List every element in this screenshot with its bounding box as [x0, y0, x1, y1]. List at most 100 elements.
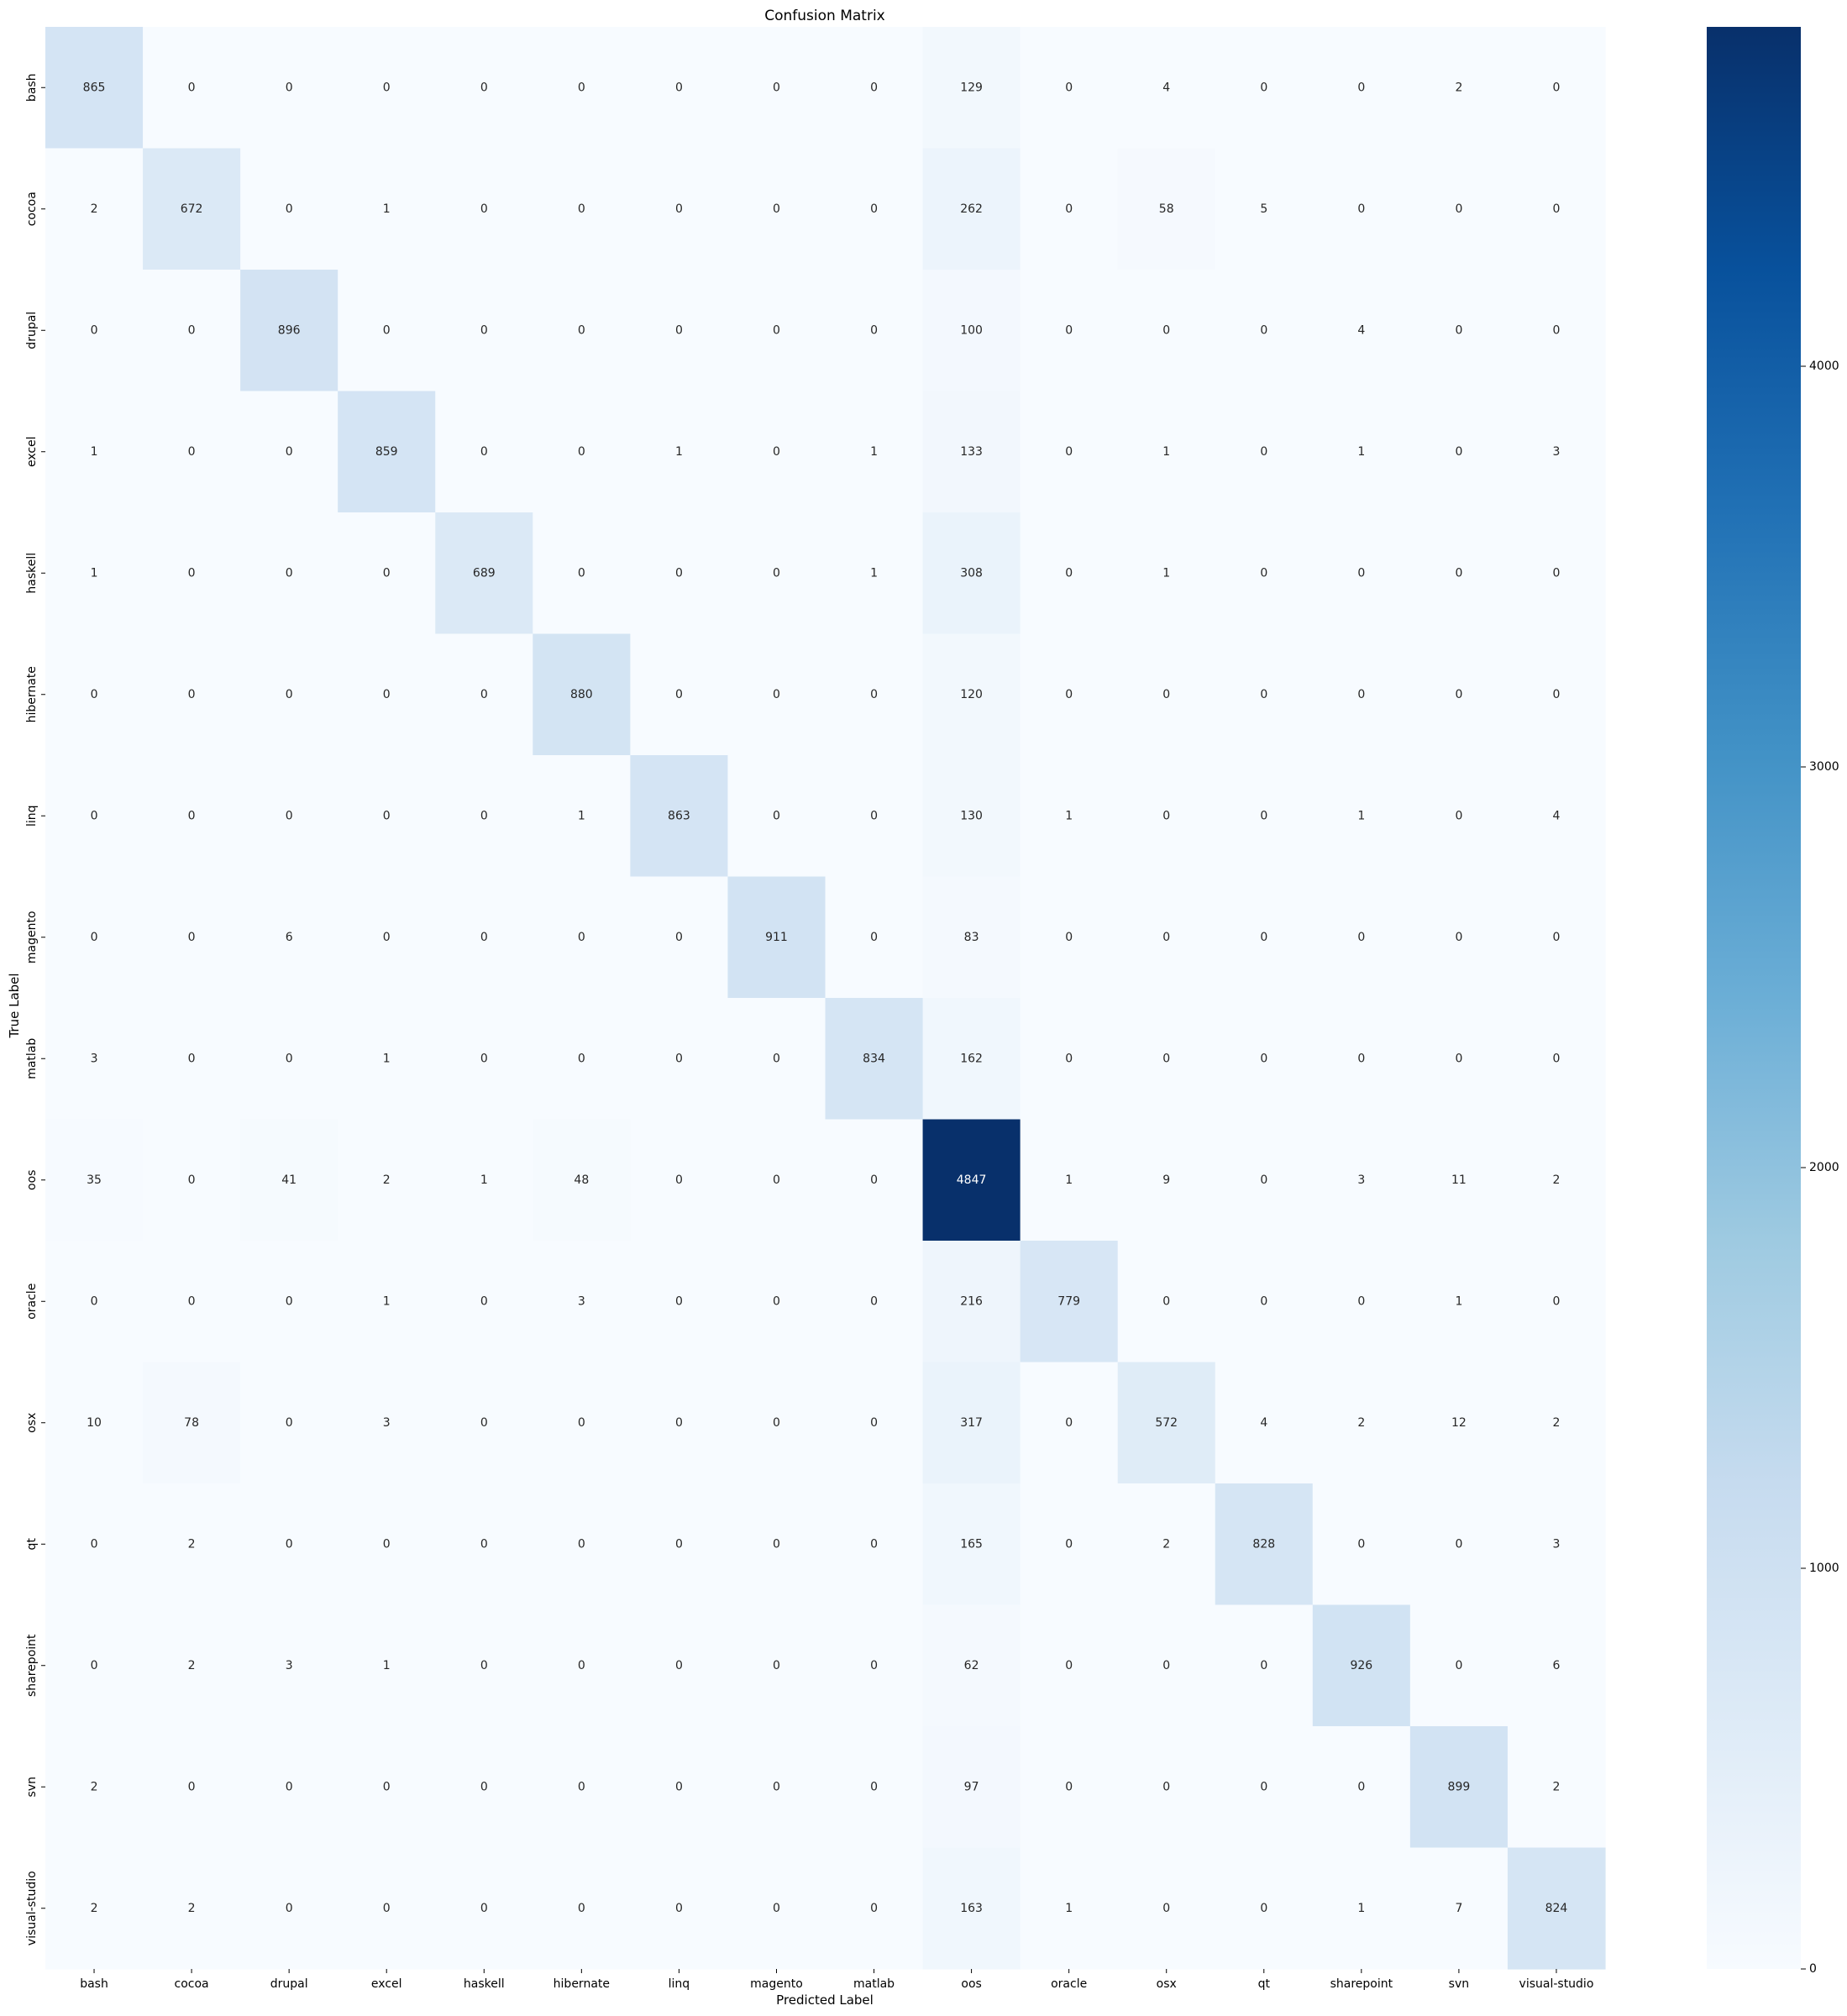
cell-value-label: 0: [1455, 1537, 1462, 1551]
heatmap-cell: [435, 270, 533, 392]
cell-value-label: 0: [1162, 688, 1170, 701]
cell-value-label: 0: [870, 688, 878, 701]
heatmap-cell: [1020, 1362, 1119, 1484]
heatmap-cell: [727, 876, 826, 999]
cell-value-label: 0: [675, 1052, 683, 1065]
heatmap-cell: [1117, 391, 1216, 513]
y-tick-label: excel: [25, 436, 39, 467]
heatmap-cell: [1312, 1362, 1411, 1484]
cell-value-label: 0: [870, 1902, 878, 1915]
cell-value-label: 0: [1553, 1294, 1561, 1308]
cell-value-label: 0: [1357, 688, 1365, 701]
heatmap-cell: [533, 148, 631, 270]
cell-value-label: 0: [91, 1659, 98, 1672]
cell-value-label: 0: [480, 809, 488, 822]
cell-value-label: 834: [863, 1052, 885, 1065]
heatmap-cell: [1507, 148, 1606, 270]
cell-value-label: 0: [773, 688, 780, 701]
cell-value-label: 0: [1162, 323, 1170, 337]
cell-value-label: 0: [480, 1780, 488, 1793]
cell-value-label: 0: [1065, 81, 1073, 94]
heatmap-cell: [630, 1241, 729, 1363]
cell-value-label: 41: [281, 1173, 296, 1187]
heatmap-cell: [922, 270, 1021, 392]
heatmap-cell: [240, 512, 338, 635]
cell-value-label: 865: [83, 81, 106, 94]
cell-value-label: 0: [383, 1537, 391, 1551]
heatmap-cell: [727, 1847, 826, 1970]
y-tick-label: cocoa: [25, 192, 39, 226]
cell-value-label: 0: [286, 1537, 293, 1551]
cell-value-label: 0: [188, 688, 196, 701]
heatmap-cell: [727, 270, 826, 392]
heatmap-cell: [533, 755, 631, 878]
heatmap-cell: [240, 1119, 338, 1242]
cell-value-label: 0: [675, 202, 683, 216]
heatmap-cell: [240, 1847, 338, 1970]
heatmap-cell: [1117, 633, 1216, 756]
cell-value-label: 1: [1065, 809, 1073, 822]
heatmap-cell: [1215, 1483, 1314, 1606]
cell-value-label: 0: [675, 566, 683, 580]
heatmap-cell: [143, 1362, 241, 1484]
heatmap-cell: [1409, 512, 1509, 635]
heatmap-cell: [435, 1483, 533, 1606]
x-tick-label: linq: [669, 1977, 690, 1991]
cell-value-label: 0: [1162, 1052, 1170, 1065]
cell-value-label: 2: [91, 1780, 98, 1793]
cell-value-label: 0: [578, 1537, 585, 1551]
heatmap-cell: [825, 633, 924, 756]
heatmap-cell: [338, 27, 436, 150]
cell-value-label: 83: [964, 931, 979, 944]
cell-value-label: 4: [1553, 809, 1561, 822]
cell-value-label: 0: [870, 1173, 878, 1187]
heatmap-cell: [533, 998, 631, 1121]
heatmap-cell: [825, 391, 924, 513]
heatmap-cell: [1507, 1483, 1606, 1606]
cell-value-label: 1: [1357, 445, 1365, 459]
cell-value-label: 0: [188, 1052, 196, 1065]
heatmap-cell: [630, 148, 729, 270]
heatmap-cell: [922, 633, 1021, 756]
cell-value-label: 262: [960, 202, 983, 216]
heatmap-cell: [825, 1483, 924, 1606]
cell-value-label: 0: [675, 1537, 683, 1551]
cell-value-label: 1: [91, 445, 98, 459]
heatmap-cell: [1215, 755, 1314, 878]
cell-value-label: 0: [188, 81, 196, 94]
cell-value-label: 0: [578, 1780, 585, 1793]
heatmap-cell: [240, 1604, 338, 1727]
heatmap-cell: [1507, 270, 1606, 392]
cell-value-label: 216: [960, 1294, 983, 1308]
heatmap-cell: [727, 148, 826, 270]
heatmap-cell: [1117, 270, 1216, 392]
cell-value-label: 1: [1162, 445, 1170, 459]
heatmap-cell: [1409, 1483, 1509, 1606]
cell-value-label: 0: [383, 1780, 391, 1793]
y-tick-label: oos: [25, 1170, 39, 1190]
heatmap-cell: [533, 512, 631, 635]
cell-value-label: 0: [578, 1902, 585, 1915]
x-tick-label: excel: [371, 1977, 402, 1991]
heatmap-cell: [143, 1483, 241, 1606]
cell-value-label: 0: [1260, 1902, 1267, 1915]
y-tick-label: oracle: [25, 1284, 39, 1320]
cell-value-label: 0: [1065, 688, 1073, 701]
cell-value-label: 0: [188, 1173, 196, 1187]
heatmap-cell: [1312, 755, 1411, 878]
cell-value-label: 129: [960, 81, 983, 94]
cell-value-label: 100: [960, 323, 983, 337]
cell-value-label: 0: [675, 688, 683, 701]
heatmap-cell: [630, 1847, 729, 1970]
cell-value-label: 120: [960, 688, 983, 701]
cell-value-label: 2: [188, 1537, 196, 1551]
heatmap-cell: [240, 876, 338, 999]
cell-value-label: 0: [870, 323, 878, 337]
cell-value-label: 0: [188, 1294, 196, 1308]
cell-value-label: 0: [188, 323, 196, 337]
heatmap-cell: [45, 1847, 144, 1970]
cell-value-label: 0: [773, 1416, 780, 1430]
y-tick-label: qt: [25, 1538, 39, 1551]
heatmap-cells: [45, 27, 1606, 1970]
heatmap-cell: [240, 1483, 338, 1606]
